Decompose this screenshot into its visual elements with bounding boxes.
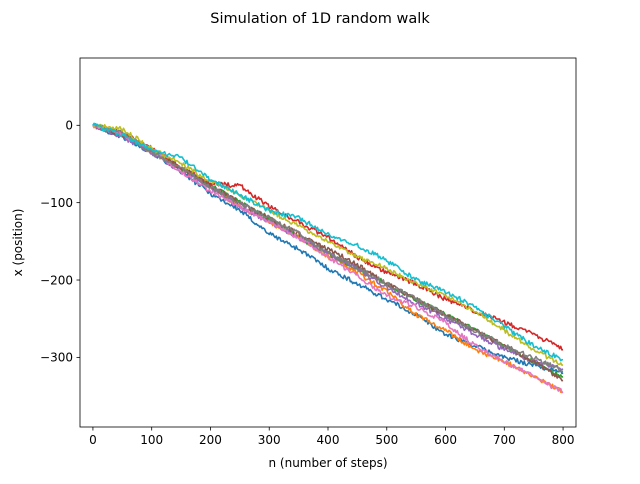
x-tick-label: 100 [140, 433, 163, 447]
y-tick-label: 0 [65, 119, 73, 133]
y-tick-label: −300 [40, 351, 73, 365]
x-tick-label: 700 [493, 433, 516, 447]
x-tick-label: 600 [434, 433, 457, 447]
x-tick-label: 0 [89, 433, 97, 447]
walk-series-line [92, 123, 564, 373]
x-axis-label: n (number of steps) [268, 456, 387, 470]
x-tick-label: 800 [552, 433, 575, 447]
x-axis: 0 100 200 300 400 500 600 700 800 [89, 427, 575, 447]
y-axis-label: x (position) [11, 209, 25, 277]
y-tick-label: −200 [40, 273, 73, 287]
walk-series-line [92, 124, 564, 394]
y-tick-label: −100 [40, 196, 73, 210]
x-tick-label: 300 [258, 433, 281, 447]
x-tick-label: 500 [375, 433, 398, 447]
walk-series-line [92, 122, 564, 362]
walk-series-line [92, 123, 564, 366]
x-tick-label: 200 [199, 433, 222, 447]
x-tick-label: 400 [317, 433, 340, 447]
chart-title: Simulation of 1D random walk [210, 11, 430, 27]
y-axis: 0 −100 −200 −300 [40, 119, 80, 365]
series-layer [92, 122, 564, 394]
